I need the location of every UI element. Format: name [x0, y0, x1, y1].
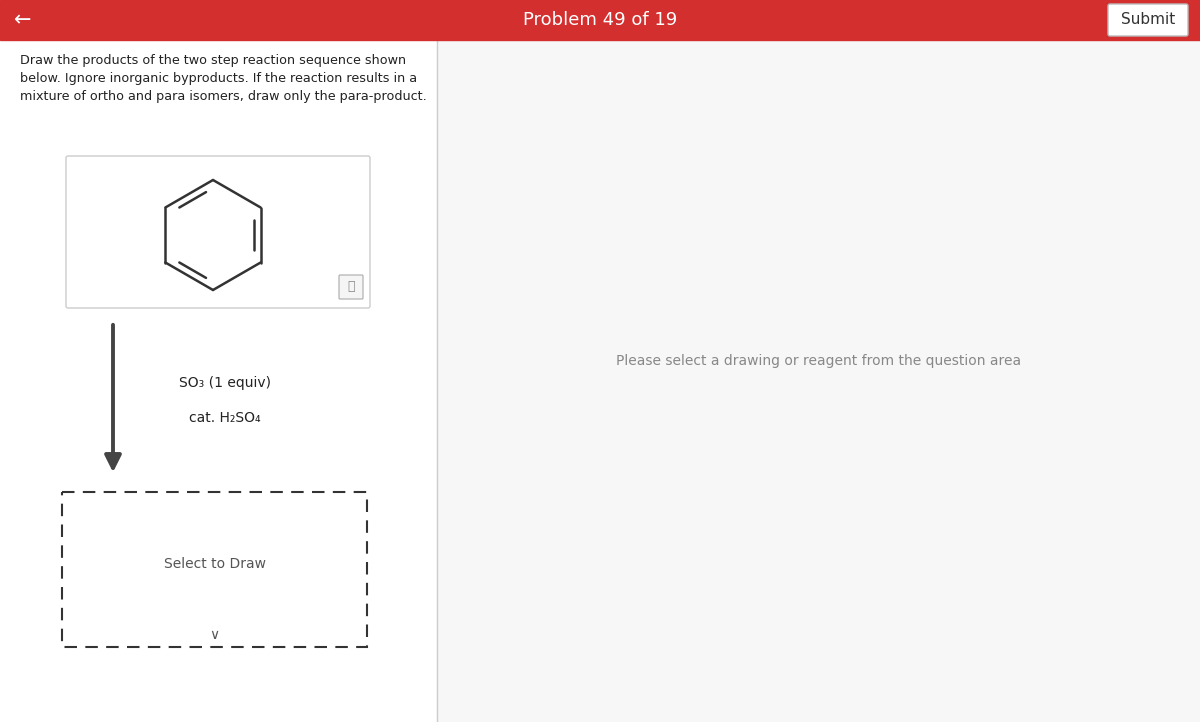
Text: Please select a drawing or reagent from the question area: Please select a drawing or reagent from …	[616, 354, 1021, 368]
Bar	[0, 40, 437, 722]
Text: Submit: Submit	[1121, 12, 1175, 27]
Text: Draw the products of the two step reaction sequence shown
below. Ignore inorgani: Draw the products of the two step reacti…	[20, 54, 427, 103]
FancyBboxPatch shape	[1108, 4, 1188, 36]
Text: ←: ←	[14, 10, 31, 30]
Text: cat. H₂SO₄: cat. H₂SO₄	[190, 411, 260, 425]
Bar	[437, 40, 1200, 722]
FancyBboxPatch shape	[66, 156, 370, 308]
FancyBboxPatch shape	[340, 275, 364, 299]
Bar	[62, 492, 367, 647]
Text: Select to Draw: Select to Draw	[163, 557, 265, 572]
Text: Problem 49 of 19: Problem 49 of 19	[523, 11, 677, 29]
Text: ⌕: ⌕	[347, 281, 355, 294]
Text: SO₃ (1 equiv): SO₃ (1 equiv)	[179, 376, 271, 390]
Bar	[0, 0, 1200, 40]
Text: ∨: ∨	[210, 628, 220, 642]
